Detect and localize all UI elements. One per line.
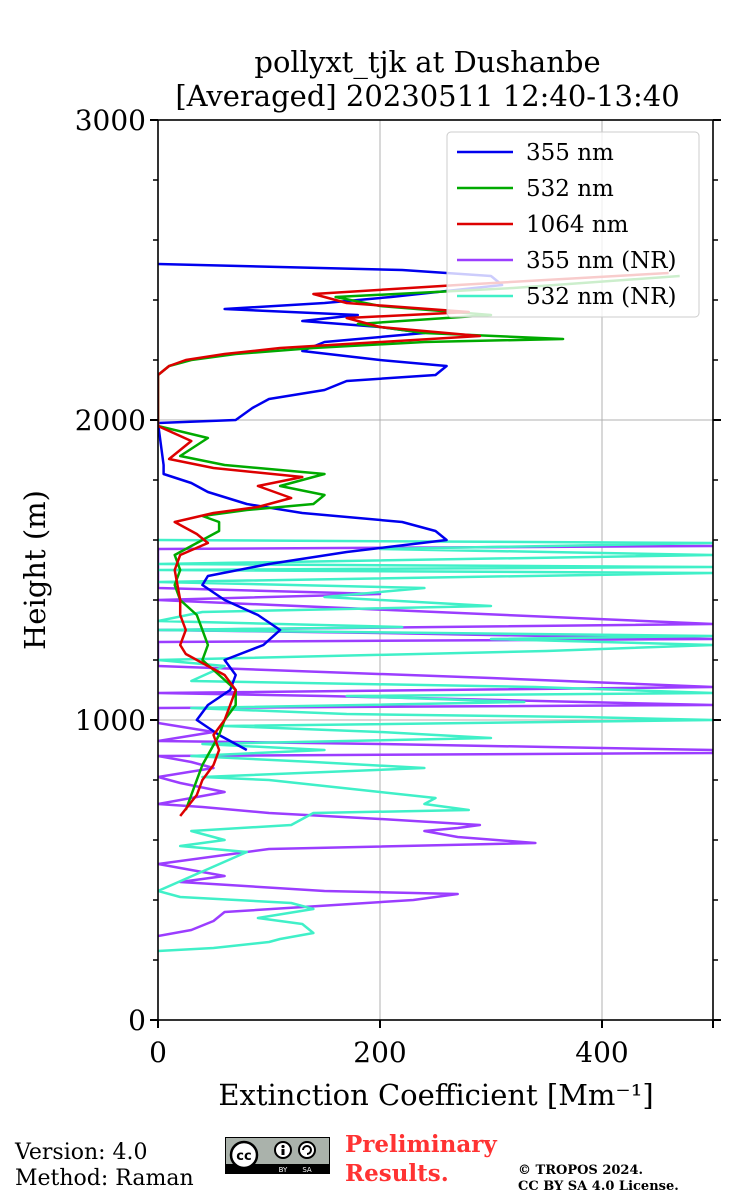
y-tick-label: 3000: [75, 104, 146, 137]
legend-box: [446, 131, 700, 318]
y-tick-label: 0: [128, 1004, 146, 1037]
cc-icon-label: cc: [236, 1149, 251, 1164]
chart-title-line: pollyxt_tjk at Dushanbe: [254, 45, 600, 80]
x-tick-label: 0: [149, 1036, 167, 1069]
chart-title-line: [Averaged] 20230511 12:40-13:40: [175, 79, 679, 113]
extinction-chart: 0 1000 2000 3000 0 200 400 pollyxt_tjk at Dusha…: [18, 45, 721, 1112]
by-label: BY: [279, 1166, 288, 1174]
preliminary-line1: Preliminary: [345, 1131, 497, 1158]
x-axis-label: Extinction Coefficient [Mm⁻¹]: [218, 1078, 653, 1112]
sa-icon: [298, 1141, 316, 1159]
method-label: Method: Raman: [15, 1166, 194, 1191]
version-label: Version: 4.0: [15, 1140, 148, 1165]
x-tick-label: 200: [353, 1036, 406, 1069]
axes-frame: [157, 119, 714, 1021]
y-tick-label: 1000: [75, 704, 146, 737]
legend-label: 532 nm (NR): [526, 284, 677, 310]
copyright-notice: © TROPOS 2024. CC BY SA 4.0 License.: [518, 1163, 679, 1195]
series-line-4: [158, 538, 713, 953]
x-tick-label: 400: [575, 1036, 628, 1069]
preliminary-notice: Preliminary Results.: [345, 1130, 497, 1188]
legend-label: 355 nm: [526, 140, 614, 166]
preliminary-line2: Results.: [345, 1160, 449, 1187]
y-axis-label: Height (m): [18, 490, 52, 650]
sa-label: SA: [302, 1166, 312, 1174]
y-tick-label: 2000: [75, 404, 146, 437]
legend-label: 532 nm: [526, 176, 614, 202]
copyright-line2: CC BY SA 4.0 License.: [518, 1179, 679, 1194]
series-line-2: [158, 271, 669, 817]
legend-label: 1064 nm: [526, 212, 629, 238]
series-line-0: [158, 262, 504, 752]
copyright-line1: © TROPOS 2024.: [518, 1163, 644, 1178]
cc-icon: [229, 1140, 259, 1170]
cc-license-badge: cc BY SA: [225, 1137, 330, 1174]
legend-label: 355 nm (NR): [526, 248, 677, 274]
